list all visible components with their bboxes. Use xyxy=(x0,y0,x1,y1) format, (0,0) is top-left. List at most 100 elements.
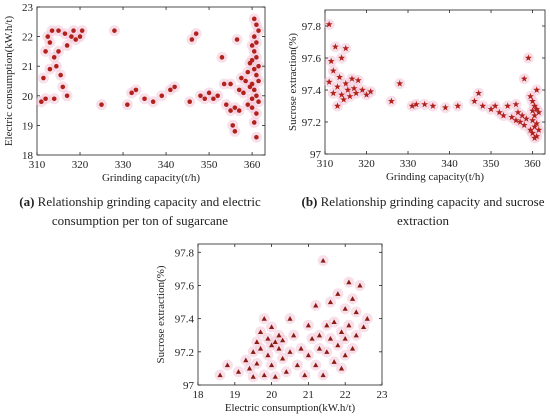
y-axis-label: Electric consumption(kW.h/t) xyxy=(3,15,15,146)
data-point xyxy=(236,108,242,113)
data-point xyxy=(495,108,503,116)
data-point xyxy=(254,55,259,60)
data-point xyxy=(325,20,333,28)
data-point xyxy=(349,345,356,351)
data-point xyxy=(298,345,304,351)
data-point xyxy=(364,316,370,321)
x-tick-label: 320 xyxy=(72,159,89,171)
data-point xyxy=(202,96,208,102)
x-tick-label: 360 xyxy=(244,159,261,171)
x-tick-label: 330 xyxy=(115,159,132,171)
data-point xyxy=(338,91,346,98)
data-point xyxy=(309,335,315,341)
data-point xyxy=(198,93,203,99)
data-point xyxy=(342,80,350,87)
y-tick-label: 97.4 xyxy=(175,314,195,326)
data-point xyxy=(342,306,348,311)
data-point xyxy=(313,362,319,368)
data-point xyxy=(527,126,534,133)
data-point xyxy=(527,92,534,100)
data-point xyxy=(254,22,259,28)
data-point xyxy=(487,105,495,113)
x-tick-label: 350 xyxy=(201,159,218,171)
data-point xyxy=(254,111,259,116)
y-tick-label: 18 xyxy=(22,150,34,162)
data-point xyxy=(254,40,259,45)
data-point xyxy=(245,69,251,75)
data-point xyxy=(223,102,229,107)
data-point xyxy=(512,116,520,124)
data-point xyxy=(346,92,354,100)
data-point xyxy=(254,339,260,344)
data-point xyxy=(45,34,51,39)
data-point xyxy=(224,362,231,368)
data-point xyxy=(529,129,536,137)
data-point xyxy=(168,87,173,93)
data-point xyxy=(54,63,59,69)
data-point xyxy=(232,129,238,134)
data-point xyxy=(249,43,255,48)
data-point xyxy=(334,83,341,90)
data-point xyxy=(327,299,334,305)
data-markers xyxy=(325,20,543,141)
data-point xyxy=(522,115,530,122)
data-point xyxy=(500,112,507,119)
data-point xyxy=(479,102,487,109)
data-point xyxy=(331,359,337,364)
data-point xyxy=(99,102,104,107)
caption-a-tag: (a) xyxy=(19,194,35,209)
x-tick-label: 23 xyxy=(377,389,389,401)
data-point xyxy=(491,102,499,109)
data-point xyxy=(272,339,278,344)
data-point xyxy=(533,132,541,140)
data-point xyxy=(172,84,177,90)
data-point xyxy=(245,102,251,107)
y-tick-label: 97.2 xyxy=(175,347,194,359)
data-point xyxy=(251,34,257,39)
data-point xyxy=(335,291,341,296)
data-point xyxy=(338,54,346,61)
data-point xyxy=(73,37,79,42)
data-point xyxy=(338,329,345,334)
data-point xyxy=(412,100,420,108)
data-point xyxy=(243,357,249,363)
data-point xyxy=(305,352,311,358)
data-point xyxy=(256,99,261,105)
data-point xyxy=(320,372,326,378)
data-point xyxy=(533,120,541,127)
data-point xyxy=(531,112,539,119)
data-point xyxy=(313,302,319,308)
data-point xyxy=(129,90,134,96)
data-point xyxy=(272,374,278,379)
data-point xyxy=(316,345,323,351)
data-point xyxy=(58,72,63,78)
data-point xyxy=(329,89,337,97)
data-point xyxy=(357,282,363,288)
data-point xyxy=(396,80,404,87)
chart-svg-2: 18 19 20 21 22 23 97 97.2 97.4 97.6 97.8 Electric c… xyxy=(155,243,389,414)
x-tick-label: 18 xyxy=(193,389,205,401)
data-point xyxy=(228,81,233,87)
data-point xyxy=(338,365,345,371)
data-point xyxy=(232,105,238,110)
data-point xyxy=(475,89,483,97)
y-tick-label: 97 xyxy=(183,380,195,392)
data-point xyxy=(342,335,348,341)
x-tick-label: 330 xyxy=(400,158,417,170)
data-point xyxy=(320,257,326,263)
data-point xyxy=(60,84,66,90)
data-point xyxy=(261,372,267,378)
data-point xyxy=(344,86,352,93)
x-tick-label: 310 xyxy=(317,158,334,170)
x-tick-label: 310 xyxy=(29,159,46,171)
data-point xyxy=(276,345,282,351)
data-point xyxy=(230,123,236,128)
caption-b: (b) Relationship grinding capacity and s… xyxy=(296,192,550,230)
data-point xyxy=(329,67,337,74)
data-point xyxy=(64,93,70,99)
data-point xyxy=(327,57,335,65)
caption-b-tag: (b) xyxy=(301,194,318,209)
data-point xyxy=(112,28,117,33)
data-point xyxy=(269,324,275,330)
data-point xyxy=(504,102,512,109)
